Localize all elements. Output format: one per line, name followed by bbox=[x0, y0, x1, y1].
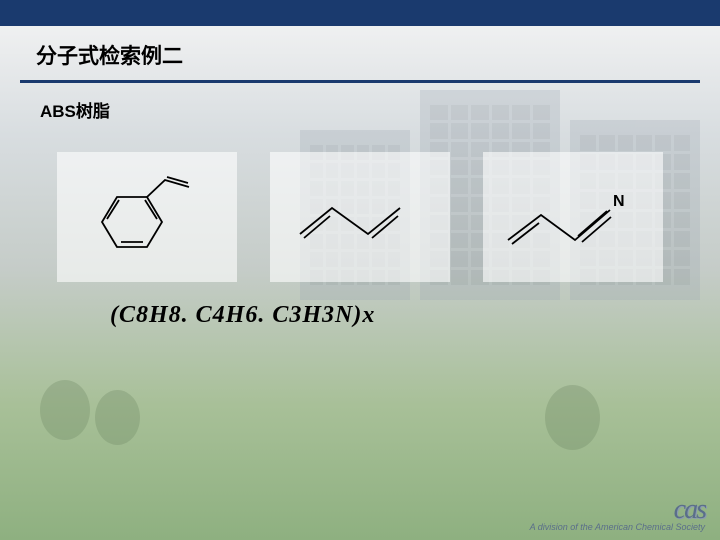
footer: cas A division of the American Chemical … bbox=[530, 494, 705, 532]
molecule-butadiene bbox=[270, 152, 450, 282]
molecule-row: N bbox=[40, 152, 680, 282]
svg-text:N: N bbox=[613, 193, 625, 210]
molecule-acrylonitrile: N bbox=[483, 152, 663, 282]
tree-decoration bbox=[95, 390, 140, 445]
slide-subtitle: ABS树脂 bbox=[0, 83, 720, 122]
molecular-formula: (C8H8. C4H6. C3H3N)x bbox=[0, 302, 720, 329]
footer-tagline: A division of the American Chemical Soci… bbox=[530, 522, 705, 532]
header-bar bbox=[0, 0, 720, 26]
tree-decoration bbox=[40, 380, 90, 440]
tree-decoration bbox=[545, 385, 600, 450]
slide-title: 分子式检索例二 bbox=[0, 26, 720, 80]
molecule-styrene bbox=[57, 152, 237, 282]
